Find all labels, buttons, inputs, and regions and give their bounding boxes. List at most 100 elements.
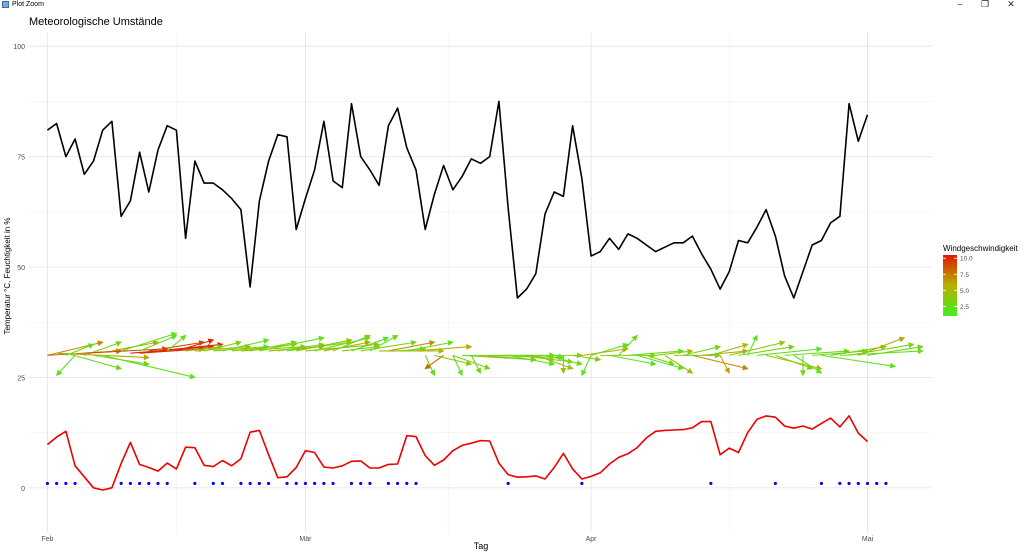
wind-arrow <box>784 348 851 356</box>
wind-arrow <box>148 339 206 352</box>
precipitation-point <box>239 481 243 486</box>
wind-arrow <box>277 342 325 352</box>
window-title: Plot Zoom <box>12 1 44 8</box>
precipitation-point <box>506 481 510 486</box>
wind-arrow <box>185 344 224 352</box>
legend-tick-label: 10.0 <box>960 256 973 263</box>
precipitation-point <box>257 481 261 486</box>
wind-arrow <box>406 340 454 352</box>
wind-arrow <box>194 343 252 352</box>
restore-icon[interactable]: ❐ <box>980 0 990 9</box>
wind-arrow <box>323 340 371 352</box>
wind-arrow <box>636 354 685 371</box>
x-tick-label: Mär <box>299 536 312 543</box>
precipitation-point <box>865 481 870 486</box>
wind-arrow <box>627 348 685 356</box>
window-titlebar: Plot Zoom – ❐ ✕ <box>0 0 1024 10</box>
precipitation-point <box>156 481 160 486</box>
precipitation-point <box>856 481 860 486</box>
y-axis: 0 25 50 75 100 <box>13 44 25 493</box>
precipitation-point <box>773 481 777 486</box>
wind-arrow <box>581 355 592 377</box>
precipitation-point <box>838 481 842 486</box>
y-tick-label: 50 <box>17 265 25 272</box>
precipitation-point <box>405 481 409 486</box>
wind-arrow <box>166 334 187 352</box>
wind-arrow <box>434 354 473 366</box>
wind-arrow <box>664 354 694 374</box>
precipitation-point <box>294 481 298 486</box>
wind-arrow <box>581 346 629 356</box>
x-tick-label: Mai <box>862 536 874 543</box>
legend-tick-label: 2.5 <box>960 304 969 311</box>
wind-arrow <box>388 340 436 352</box>
precipitation-point <box>884 481 888 486</box>
y-tick-label: 100 <box>13 44 25 51</box>
wind-arrow <box>793 354 823 374</box>
close-icon[interactable]: ✕ <box>1007 0 1015 9</box>
precipitation-point <box>303 481 308 486</box>
y-tick-label: 25 <box>17 375 25 382</box>
wind-arrow <box>858 336 906 356</box>
wind-arrow <box>415 343 473 352</box>
precipitation-point <box>285 481 289 486</box>
y-tick-label: 75 <box>17 155 25 162</box>
precipitation-point <box>395 481 400 486</box>
minimize-icon[interactable]: – <box>957 0 963 9</box>
precipitation-point <box>119 481 123 486</box>
wind-arrow <box>572 354 602 362</box>
wind-arrow <box>65 343 95 356</box>
precipitation-point <box>349 481 354 486</box>
wind-arrow <box>747 334 758 356</box>
chart-title: Meteorologische Umstände <box>29 16 163 28</box>
x-axis-label: Tag <box>474 541 489 551</box>
precipitation-point <box>64 481 68 486</box>
precipitation-point <box>73 481 77 486</box>
legend-title: Windgeschwindigkeit <box>943 244 1018 253</box>
wind-arrow <box>692 354 749 371</box>
wind-arrow <box>296 337 353 352</box>
wind-arrow <box>84 346 169 354</box>
precipitation-point <box>147 481 151 486</box>
wind-arrow <box>609 354 657 367</box>
precipitation-points <box>45 481 888 486</box>
precipitation-point <box>165 481 169 486</box>
wind-arrow <box>729 340 786 356</box>
wind-arrow <box>775 354 814 370</box>
wind-arrow <box>535 354 574 370</box>
precipitation-point <box>313 481 317 486</box>
wind-arrow <box>683 344 722 356</box>
wind-arrow <box>351 336 390 352</box>
legend-tick-label: 7.5 <box>960 272 969 279</box>
wind-arrow <box>719 355 730 374</box>
precipitation-point <box>193 481 197 486</box>
wind-arrow <box>120 331 178 352</box>
wind-arrow <box>470 355 481 374</box>
wind-arrow <box>812 348 869 356</box>
precipitation-point <box>414 481 418 486</box>
precipitation-point <box>45 481 50 486</box>
precipitation-point <box>368 481 372 486</box>
precipitation-point <box>220 481 225 486</box>
x-tick-label: Feb <box>41 536 53 543</box>
wind-arrow <box>139 334 178 352</box>
precipitation-point <box>55 481 59 486</box>
wind-arrow <box>756 346 823 356</box>
wind-arrow <box>701 348 749 356</box>
precipitation-point <box>580 481 584 486</box>
y-tick-label: 0 <box>21 486 25 493</box>
wind-arrow <box>452 355 463 377</box>
wind-arrow <box>203 340 242 352</box>
wind-arrow <box>821 354 897 369</box>
precipitation-point <box>386 481 390 486</box>
precipitation-point <box>359 481 363 486</box>
precipitation-point <box>266 481 271 486</box>
wind-arrow <box>360 339 417 352</box>
x-axis: Feb Mär Apr Mai <box>41 536 873 543</box>
wind-arrow <box>848 342 915 356</box>
wind-arrow <box>342 344 381 352</box>
wind-arrow <box>867 344 924 356</box>
humidity-line <box>46 100 869 299</box>
wind-arrow <box>452 354 491 370</box>
precipitation-point <box>875 481 879 486</box>
